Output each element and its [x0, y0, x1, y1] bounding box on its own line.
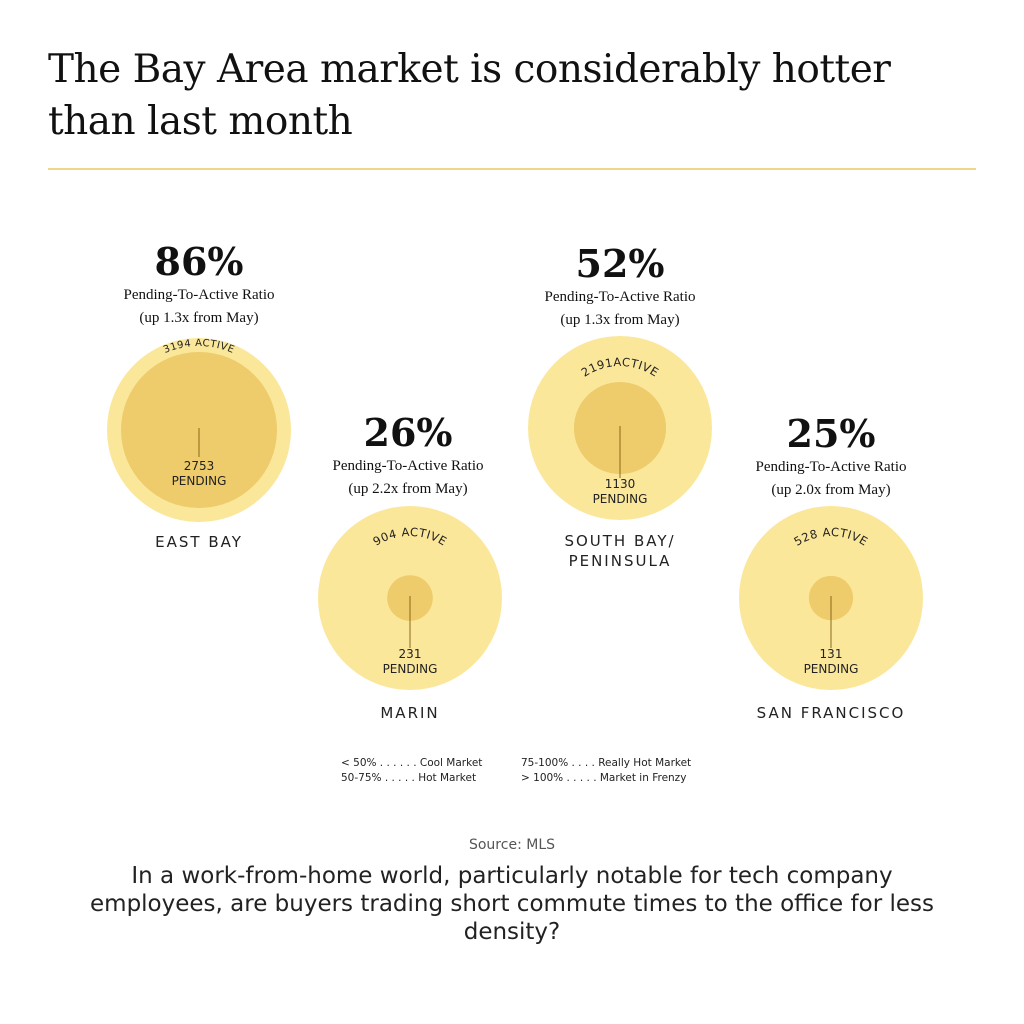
region-label-san-francisco: SAN FRANCISCO: [756, 704, 906, 722]
pending-count-value: 2753: [184, 459, 215, 473]
legend-item: 50-75% . . . . . Hot Market: [341, 772, 477, 784]
legend-item: < 50% . . . . . . Cool Market: [341, 757, 483, 769]
pending-count-label: PENDING: [383, 662, 438, 676]
ratio-change: (up 2.0x from May): [771, 482, 891, 498]
legend-item: 75-100% . . . . Really Hot Market: [521, 757, 692, 769]
san-francisco-ratio-block: 25% Pending-To-Active Ratio (up 2.0x fro…: [711, 412, 951, 502]
caption: In a work-from-home world, particularly …: [90, 863, 934, 945]
pending-count-value: 131: [820, 647, 843, 661]
ratio-change: (up 1.3x from May): [139, 310, 259, 326]
legend-item: > 100% . . . . . Market in Frenzy: [521, 772, 687, 784]
ratio-value: 25%: [786, 411, 876, 456]
ratio-value: 52%: [575, 241, 665, 286]
page-title: The Bay Area market is considerably hott…: [48, 47, 891, 144]
legend-right: 75-100% . . . . Really Hot Market > 100%…: [521, 756, 691, 786]
pending-count-label: PENDING: [172, 474, 227, 488]
ratio-label: Pending-To-Active Ratio: [755, 459, 907, 475]
ratio-value: 26%: [363, 410, 453, 455]
pending-count-label: PENDING: [804, 662, 859, 676]
pending-count-label: PENDING: [593, 492, 648, 506]
region-label-marin: MARIN: [380, 704, 440, 722]
ratio-change: (up 1.3x from May): [560, 312, 680, 328]
pending-count-value: 231: [399, 647, 422, 661]
south-bay-ratio-block: 52% Pending-To-Active Ratio (up 1.3x fro…: [500, 242, 740, 332]
ratio-label: Pending-To-Active Ratio: [544, 289, 696, 305]
region-label-south-bay: SOUTH BAY/ PENINSULA: [564, 532, 676, 570]
marin-ratio-block: 26% Pending-To-Active Ratio (up 2.2x fro…: [288, 411, 528, 501]
title-divider: [48, 168, 976, 170]
legend-left: < 50% . . . . . . Cool Market 50-75% . .…: [341, 756, 482, 786]
east-bay-ratio-block: 86% Pending-To-Active Ratio (up 1.3x fro…: [79, 240, 319, 330]
ratio-label: Pending-To-Active Ratio: [332, 458, 484, 474]
source-note: Source: MLS: [468, 837, 556, 853]
ratio-label: Pending-To-Active Ratio: [123, 287, 275, 303]
region-label-east-bay: EAST BAY: [155, 533, 243, 551]
pending-count-value: 1130: [605, 477, 636, 491]
ratio-value: 86%: [154, 239, 244, 284]
ratio-change: (up 2.2x from May): [348, 481, 468, 497]
